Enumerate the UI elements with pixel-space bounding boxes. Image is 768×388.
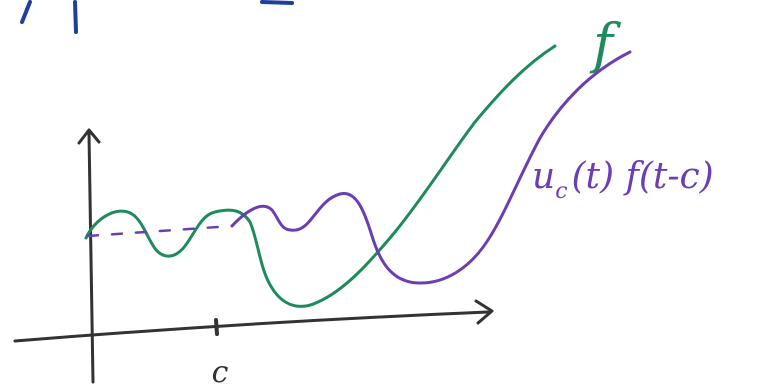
shifted-label-base: u (532, 156, 555, 197)
shifted-label: uc(t) f(t-c) (532, 156, 714, 204)
shifted-label-rest: (t) f(t-c) (572, 156, 714, 197)
curve-shifted (232, 52, 630, 283)
cropped-mark (22, 2, 30, 22)
cropped-mark (262, 2, 292, 3)
x-axis (15, 312, 488, 341)
sketch: c f uc(t) f(t-c) (0, 0, 768, 388)
zero-segment (88, 226, 232, 236)
cropped-mark (75, 2, 76, 32)
shifted-label-subscript: c (555, 179, 567, 204)
curve-f (86, 46, 555, 306)
y-axis (89, 134, 93, 382)
tick-c (216, 320, 217, 334)
c-label: c (212, 355, 229, 388)
